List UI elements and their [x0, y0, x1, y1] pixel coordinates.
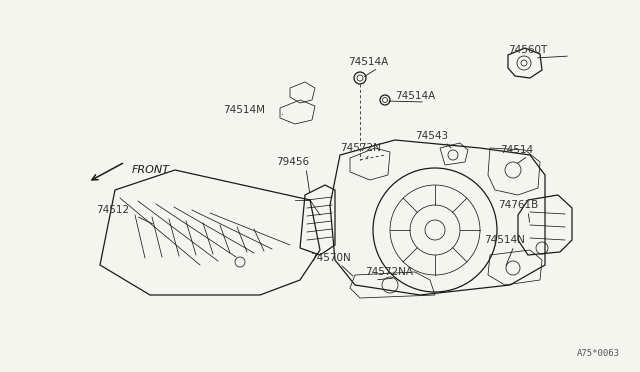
- Text: 74572NA: 74572NA: [365, 267, 413, 277]
- Text: 74514A: 74514A: [395, 91, 435, 101]
- Text: 79456: 79456: [276, 157, 309, 167]
- Text: 74514: 74514: [500, 145, 533, 155]
- Text: 74514A: 74514A: [348, 57, 388, 67]
- Text: 74560T: 74560T: [508, 45, 547, 55]
- Text: 74570N: 74570N: [310, 253, 351, 263]
- Text: A75*0063: A75*0063: [577, 349, 620, 358]
- Text: 74761B: 74761B: [498, 200, 538, 210]
- Text: 74514M: 74514M: [223, 105, 265, 115]
- Text: FRONT: FRONT: [132, 165, 170, 175]
- Text: 74514N: 74514N: [484, 235, 525, 245]
- Text: 74543: 74543: [415, 131, 448, 141]
- Text: 74572N: 74572N: [340, 143, 381, 153]
- Text: 74512: 74512: [96, 205, 129, 215]
